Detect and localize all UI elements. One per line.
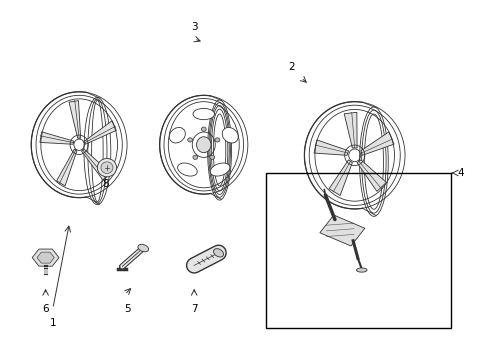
Ellipse shape <box>356 268 366 272</box>
Text: 6: 6 <box>42 304 49 314</box>
Ellipse shape <box>138 244 148 252</box>
Text: 3: 3 <box>190 22 197 32</box>
Ellipse shape <box>213 249 223 257</box>
Polygon shape <box>356 160 386 192</box>
Text: 1: 1 <box>49 318 56 328</box>
Ellipse shape <box>97 158 116 177</box>
Text: 7: 7 <box>190 304 197 314</box>
Ellipse shape <box>222 127 238 143</box>
Bar <box>319 215 364 246</box>
Polygon shape <box>328 160 352 195</box>
Polygon shape <box>81 149 109 180</box>
Text: 8: 8 <box>102 179 109 189</box>
Ellipse shape <box>210 163 229 176</box>
Text: 4: 4 <box>457 168 464 178</box>
Polygon shape <box>57 149 77 186</box>
Bar <box>265 173 449 328</box>
Polygon shape <box>84 121 116 144</box>
Ellipse shape <box>209 155 214 159</box>
Text: 5: 5 <box>123 304 130 314</box>
Ellipse shape <box>193 155 197 159</box>
Polygon shape <box>313 140 348 155</box>
Ellipse shape <box>177 163 197 176</box>
Ellipse shape <box>193 108 214 120</box>
Ellipse shape <box>187 138 192 142</box>
Polygon shape <box>344 112 356 148</box>
Ellipse shape <box>201 127 206 131</box>
Polygon shape <box>40 132 74 144</box>
Text: 2: 2 <box>287 62 294 72</box>
Ellipse shape <box>215 138 220 142</box>
Ellipse shape <box>196 137 210 153</box>
Ellipse shape <box>169 127 185 143</box>
Polygon shape <box>69 101 81 138</box>
Ellipse shape <box>101 162 113 174</box>
Polygon shape <box>360 132 393 155</box>
